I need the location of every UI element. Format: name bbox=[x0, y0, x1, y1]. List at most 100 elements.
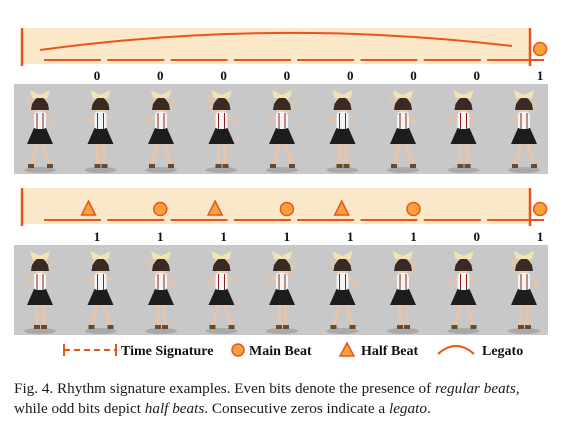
dancer-shoe-right bbox=[222, 164, 229, 168]
dancer-arm-left bbox=[266, 275, 277, 286]
legend: Time Signature Main Beat Half Beat Legat… bbox=[63, 341, 523, 359]
row2-dancer-4 bbox=[205, 251, 238, 334]
dancer-arm-left bbox=[388, 95, 399, 116]
dancer-shadow bbox=[205, 167, 238, 173]
row1-dancer-6 bbox=[326, 90, 359, 173]
dancer-shadow bbox=[508, 328, 540, 334]
row2-main-beat-marker-6 bbox=[406, 201, 421, 217]
caption-em-half-beats: half beats bbox=[144, 400, 205, 417]
dancer-arm-right bbox=[347, 275, 359, 288]
dancer-arm-right bbox=[44, 260, 55, 277]
figure-canvas: 0 0 0 0 0 0 0 1 1 1 1 1 1 1 0 1 Time Signature Main Be… bbox=[14, 28, 548, 359]
dancer-leg-right bbox=[525, 302, 530, 328]
row2-half-beat-marker-5 bbox=[333, 199, 350, 216]
caption-text-1: Rhythm signature examples. Even bits den… bbox=[57, 380, 432, 397]
dancer-skirt bbox=[329, 289, 356, 305]
dancer-arm-right bbox=[529, 275, 540, 288]
row2-beat-markers bbox=[80, 199, 548, 217]
dancer-shadow bbox=[266, 328, 298, 334]
dancer-shadow bbox=[205, 328, 238, 334]
dancer-shadow bbox=[326, 167, 359, 173]
legend-main-beat: Main Beat bbox=[231, 343, 312, 359]
row1-bit-1: 0 bbox=[94, 68, 101, 83]
dancer-arm-right bbox=[105, 113, 115, 122]
dancer-shirt bbox=[215, 273, 228, 290]
dancer-shadow bbox=[508, 167, 540, 173]
dancer-arm-right bbox=[166, 275, 177, 288]
dancer-arm-left bbox=[509, 256, 520, 277]
dancer-bow bbox=[332, 90, 353, 98]
row1-dancer-1 bbox=[24, 90, 56, 173]
dancer-arm-left bbox=[24, 275, 35, 286]
dancer-arm-left bbox=[145, 114, 156, 125]
row2-dancer-3 bbox=[145, 251, 177, 334]
row1-dancer-4 bbox=[205, 90, 238, 173]
dancer-bow bbox=[272, 251, 292, 259]
dancer-arm-left bbox=[84, 114, 96, 125]
dancer-arm-right bbox=[286, 260, 297, 277]
dancer-shoe-right bbox=[349, 325, 356, 329]
dancer-leg-right bbox=[162, 302, 167, 328]
dancer-leg-right bbox=[41, 302, 46, 328]
dancer-shoe-right bbox=[289, 164, 295, 168]
row2-bit-3: 1 bbox=[220, 229, 227, 244]
row2-rhythm-band bbox=[22, 188, 530, 224]
dancer-arm-left bbox=[25, 95, 36, 116]
dancer-shirt bbox=[34, 273, 46, 290]
legend-time-signature: Time Signature bbox=[63, 344, 213, 359]
caption-text-4: . bbox=[426, 400, 431, 417]
row1-dancers bbox=[24, 90, 540, 173]
dancer-skirt bbox=[87, 289, 114, 305]
dancer-shadow bbox=[24, 167, 56, 173]
row2-dancer-2 bbox=[84, 251, 117, 334]
dancer-shirt bbox=[457, 273, 470, 290]
row2-dancer-8 bbox=[447, 251, 480, 334]
dancer-leg-right bbox=[344, 302, 354, 328]
row1-dancer-5 bbox=[266, 90, 298, 173]
dancer-leg-right bbox=[223, 302, 233, 328]
dancer-leg-right bbox=[525, 141, 536, 167]
dancer-hair bbox=[91, 258, 110, 271]
row2-dancer-6 bbox=[326, 251, 359, 334]
dancer-skirt bbox=[148, 128, 174, 144]
dancer-shoe-right bbox=[168, 164, 174, 168]
dancer-shoe-right bbox=[101, 164, 108, 168]
row2-main-beat-marker-4 bbox=[279, 201, 295, 217]
dancer-shoe-right bbox=[228, 325, 235, 329]
caption-em-legato: legato bbox=[388, 400, 427, 417]
dancer-bow bbox=[30, 251, 50, 259]
dancer-bow bbox=[514, 90, 534, 98]
dancer-bow bbox=[151, 90, 171, 98]
dancer-shirt bbox=[276, 273, 288, 290]
dancer-arm-right bbox=[468, 274, 478, 283]
legend-legato: Legato bbox=[437, 344, 523, 359]
dancer-bow bbox=[393, 251, 413, 259]
legend-legato-label: Legato bbox=[482, 344, 523, 359]
dancer-arm-left bbox=[508, 114, 519, 125]
dancer-hair bbox=[212, 97, 231, 110]
row1-bit-labels: 0 0 0 0 0 0 0 1 bbox=[94, 68, 544, 83]
dancer-skirt bbox=[269, 128, 295, 144]
dancer-shadow bbox=[84, 167, 117, 173]
row2-main-beat-marker-2 bbox=[153, 201, 168, 217]
dancer-shirt bbox=[397, 112, 409, 129]
dancer-shoe-right bbox=[283, 325, 289, 329]
dancer-shirt bbox=[336, 112, 349, 129]
dancer-skirt bbox=[390, 289, 416, 305]
dancer-leg-left bbox=[513, 141, 523, 167]
dancer-shadow bbox=[447, 167, 480, 173]
dancer-shirt bbox=[215, 112, 228, 129]
dancer-arm-left bbox=[447, 114, 459, 125]
legend-main-beat-label: Main Beat bbox=[249, 344, 312, 359]
dancer-bow bbox=[272, 90, 292, 98]
dancer-arm-right bbox=[347, 113, 357, 122]
dancer-shoe-right bbox=[41, 325, 47, 329]
dancer-skirt bbox=[269, 289, 295, 305]
dancer-bow bbox=[332, 251, 353, 259]
dancer-arm-right bbox=[45, 114, 56, 127]
dancer-arm-right bbox=[407, 260, 418, 277]
dancer-hair bbox=[273, 97, 291, 110]
main-beat-icon bbox=[231, 343, 245, 357]
dancer-bow bbox=[211, 251, 232, 259]
dancer-hair bbox=[152, 258, 170, 271]
